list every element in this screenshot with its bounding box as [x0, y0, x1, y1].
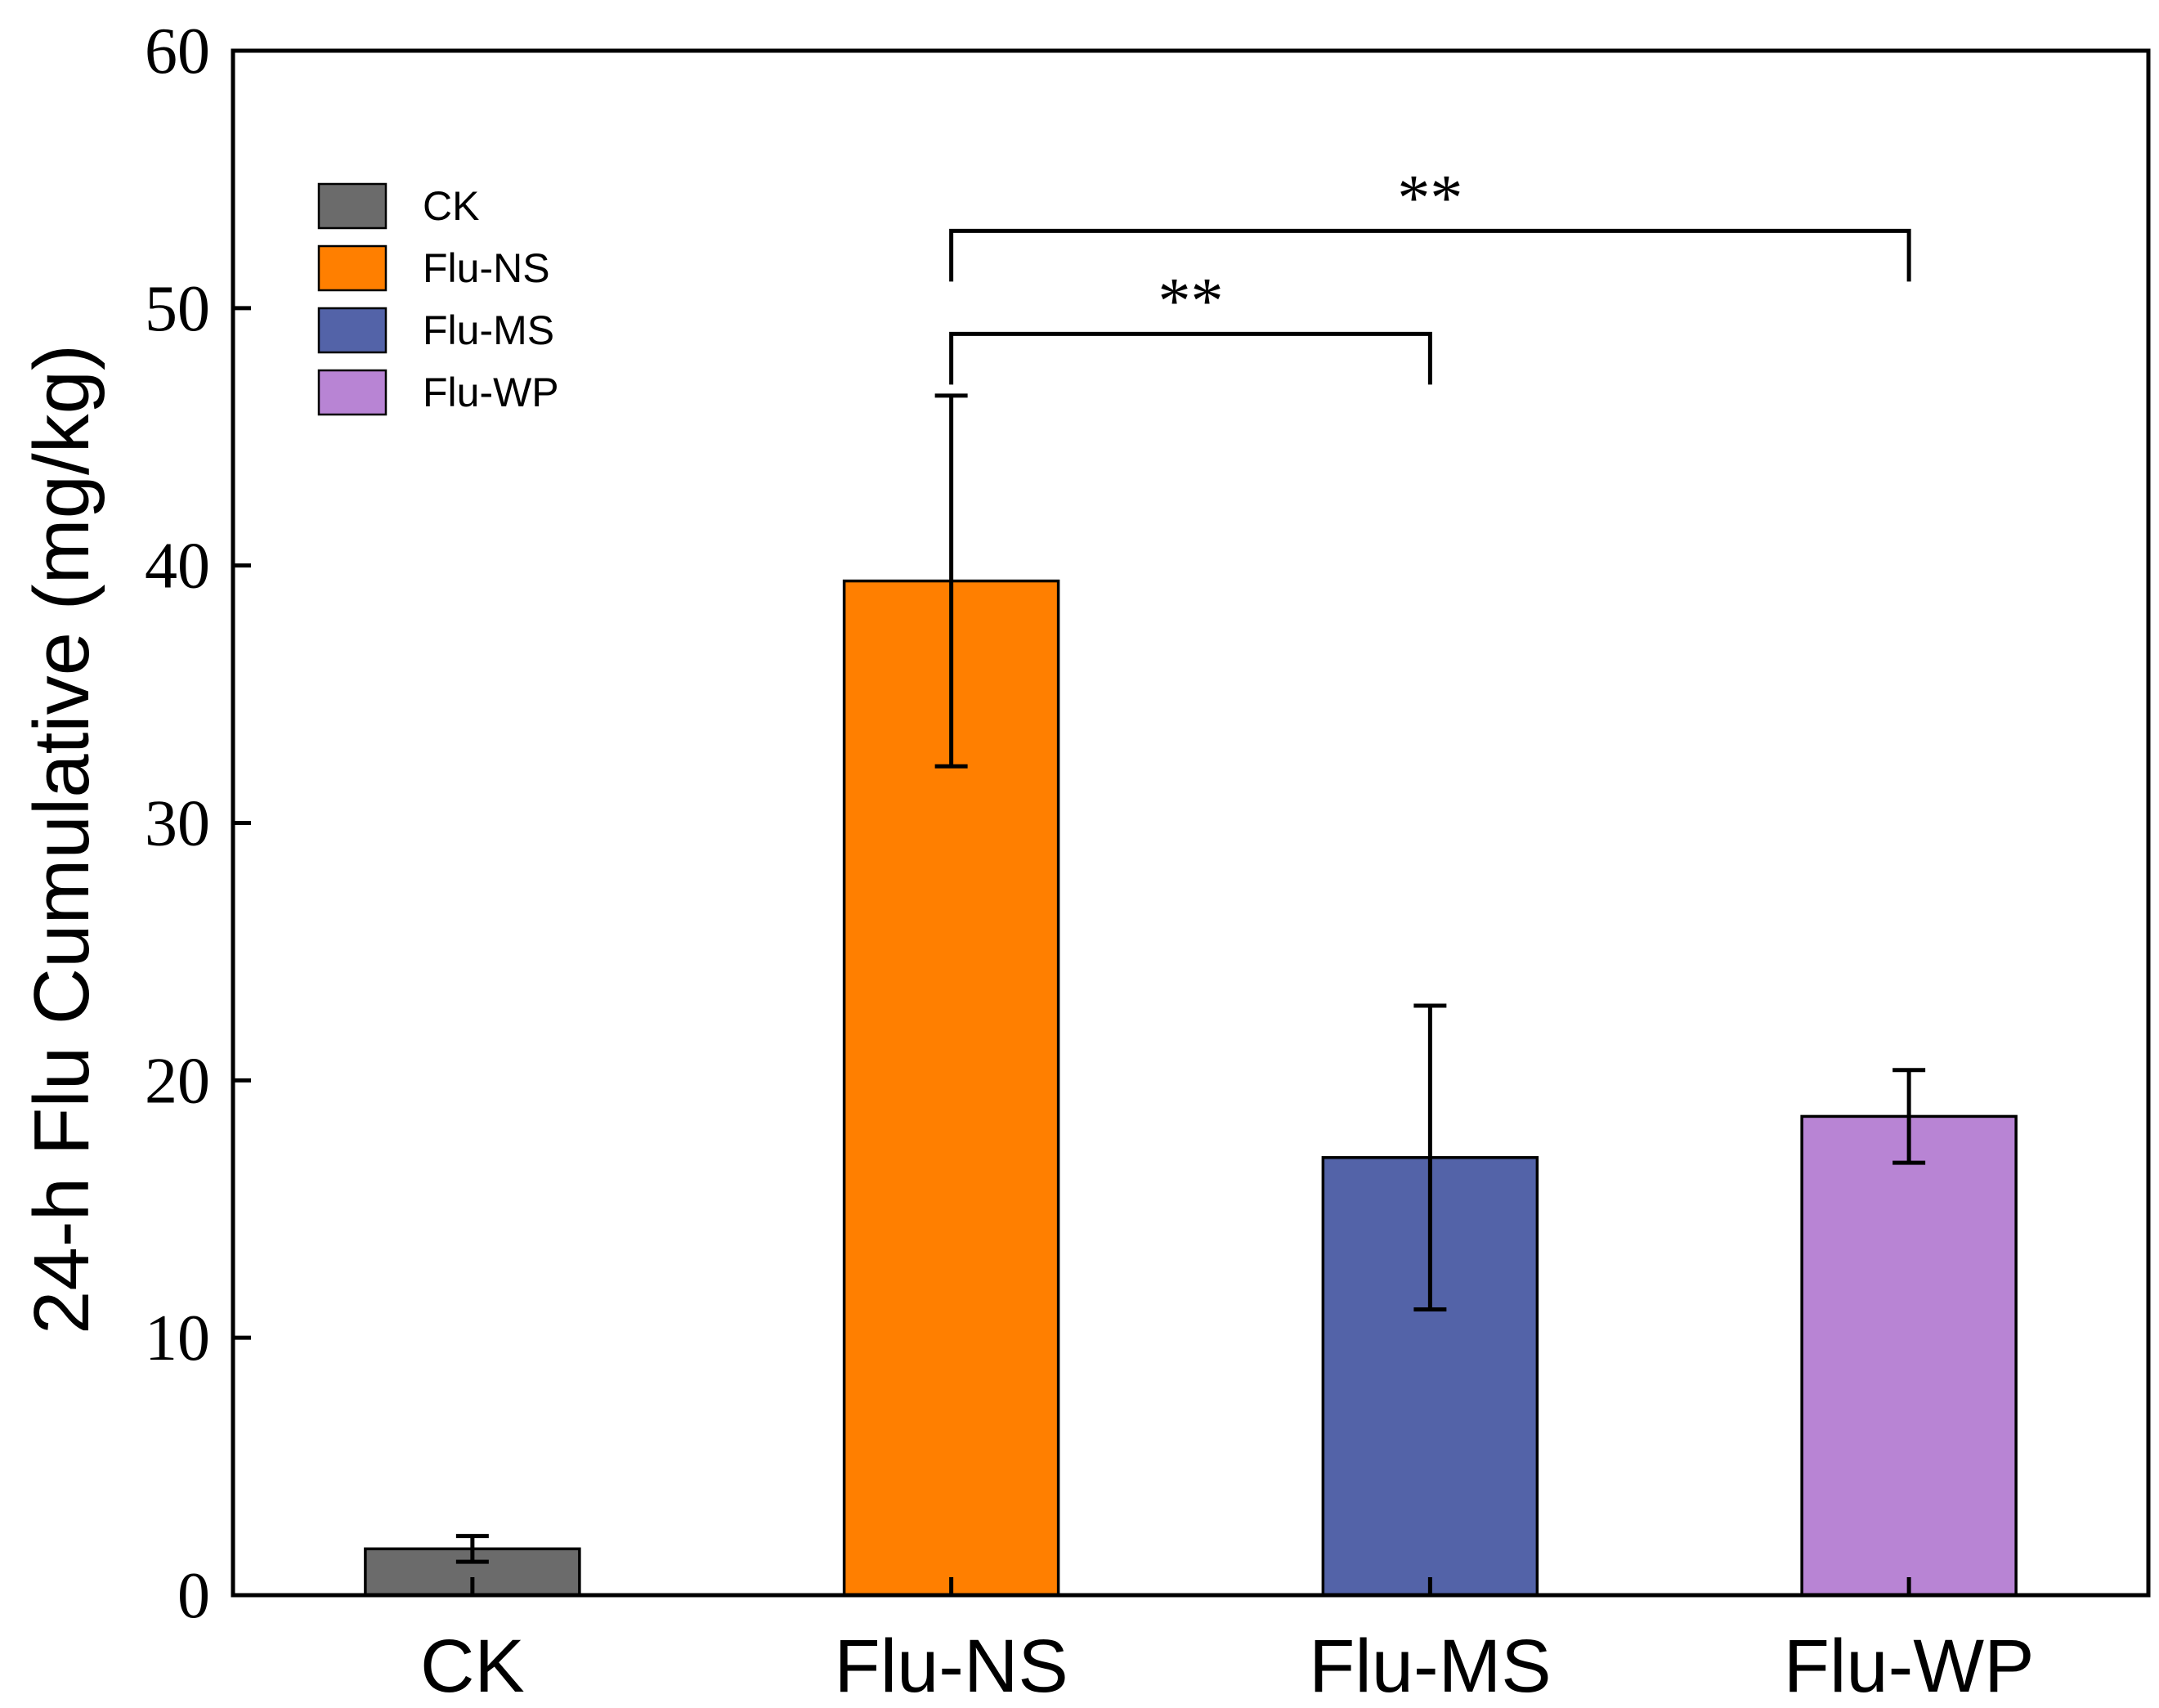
y-tick-label: 60 — [145, 16, 210, 87]
y-axis-title: 24-h Flu Cumulative (mg/kg) — [18, 344, 105, 1334]
significance-layer: ** ** — [949, 162, 1911, 385]
legend-swatch — [317, 182, 387, 230]
legend-entry-flu-wp: Flu-WP — [317, 369, 559, 416]
error-bars-layer — [455, 393, 1926, 1564]
y-tick-label: 10 — [145, 1302, 210, 1374]
error-bar-flu-wp — [1892, 1068, 1926, 1165]
y-tick-label: 40 — [145, 531, 210, 603]
legend: CK Flu-NS Flu-MS Flu-WP — [317, 182, 559, 416]
x-tick-label-flu-ms: Flu-MS — [1309, 1625, 1551, 1708]
y-tick-label: 20 — [145, 1045, 210, 1117]
y-tick-label: 30 — [145, 788, 210, 860]
x-tick-label-ck: CK — [420, 1625, 525, 1708]
legend-entry-flu-ns: Flu-NS — [317, 244, 550, 292]
legend-swatch — [317, 307, 387, 354]
significance-bracket: ** — [949, 162, 1911, 282]
error-bar-ck — [455, 1534, 489, 1564]
significance-bracket: ** — [949, 265, 1432, 385]
legend-label: CK — [423, 183, 479, 229]
y-tick-label: 0 — [177, 1560, 210, 1632]
legend-swatch — [317, 244, 387, 292]
x-tick-label-flu-ns: Flu-NS — [835, 1625, 1068, 1708]
y-tick-label: 50 — [145, 273, 210, 345]
bar-flu-wp — [1800, 1114, 2018, 1597]
legend-label: Flu-NS — [423, 245, 550, 291]
legend-label: Flu-WP — [423, 370, 559, 415]
error-bar-flu-ms — [1413, 1003, 1447, 1312]
significance-label: ** — [1158, 265, 1224, 337]
significance-bracket-line — [949, 331, 1432, 385]
significance-bracket-line — [949, 228, 1911, 282]
legend-entry-flu-ms: Flu-MS — [317, 307, 554, 354]
error-bar-flu-ns — [934, 393, 968, 769]
legend-swatch — [317, 369, 387, 416]
y-axis: 0 10 20 30 40 50 60 — [145, 16, 251, 1632]
legend-entry-ck: CK — [317, 182, 479, 230]
significance-label: ** — [1397, 162, 1462, 234]
x-axis: CK Flu-NS Flu-MS Flu-WP — [420, 1577, 2034, 1708]
x-tick-label-flu-wp: Flu-WP — [1784, 1625, 2035, 1708]
legend-label: Flu-MS — [423, 307, 554, 353]
bars-layer — [364, 579, 2018, 1597]
